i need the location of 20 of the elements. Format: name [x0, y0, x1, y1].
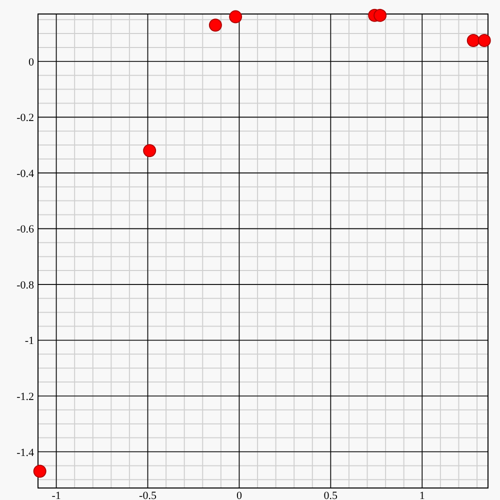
y-tick-label: -1.2 [16, 390, 34, 403]
point [374, 8, 387, 22]
point [229, 10, 242, 24]
x-tick-label: 1 [419, 490, 425, 500]
point [143, 144, 156, 158]
y-tick-label: -1.4 [16, 446, 34, 459]
point [33, 464, 46, 478]
x-tick-label: -0.5 [139, 490, 157, 500]
y-tick-label: 0 [28, 56, 34, 68]
point [478, 34, 491, 47]
x-tick-label: 0.5 [324, 490, 338, 500]
x-tick-label: 0 [236, 490, 242, 500]
y-tick-label: -0.6 [16, 224, 34, 236]
y-tick-label: -1 [24, 335, 34, 348]
point [208, 18, 222, 32]
y-tick-label: -0.4 [16, 168, 34, 180]
point [466, 34, 480, 47]
y-tick-label: -0.2 [16, 112, 34, 124]
x-tick-label: -1 [52, 490, 61, 500]
y-tick-label: -0.8 [16, 279, 34, 292]
